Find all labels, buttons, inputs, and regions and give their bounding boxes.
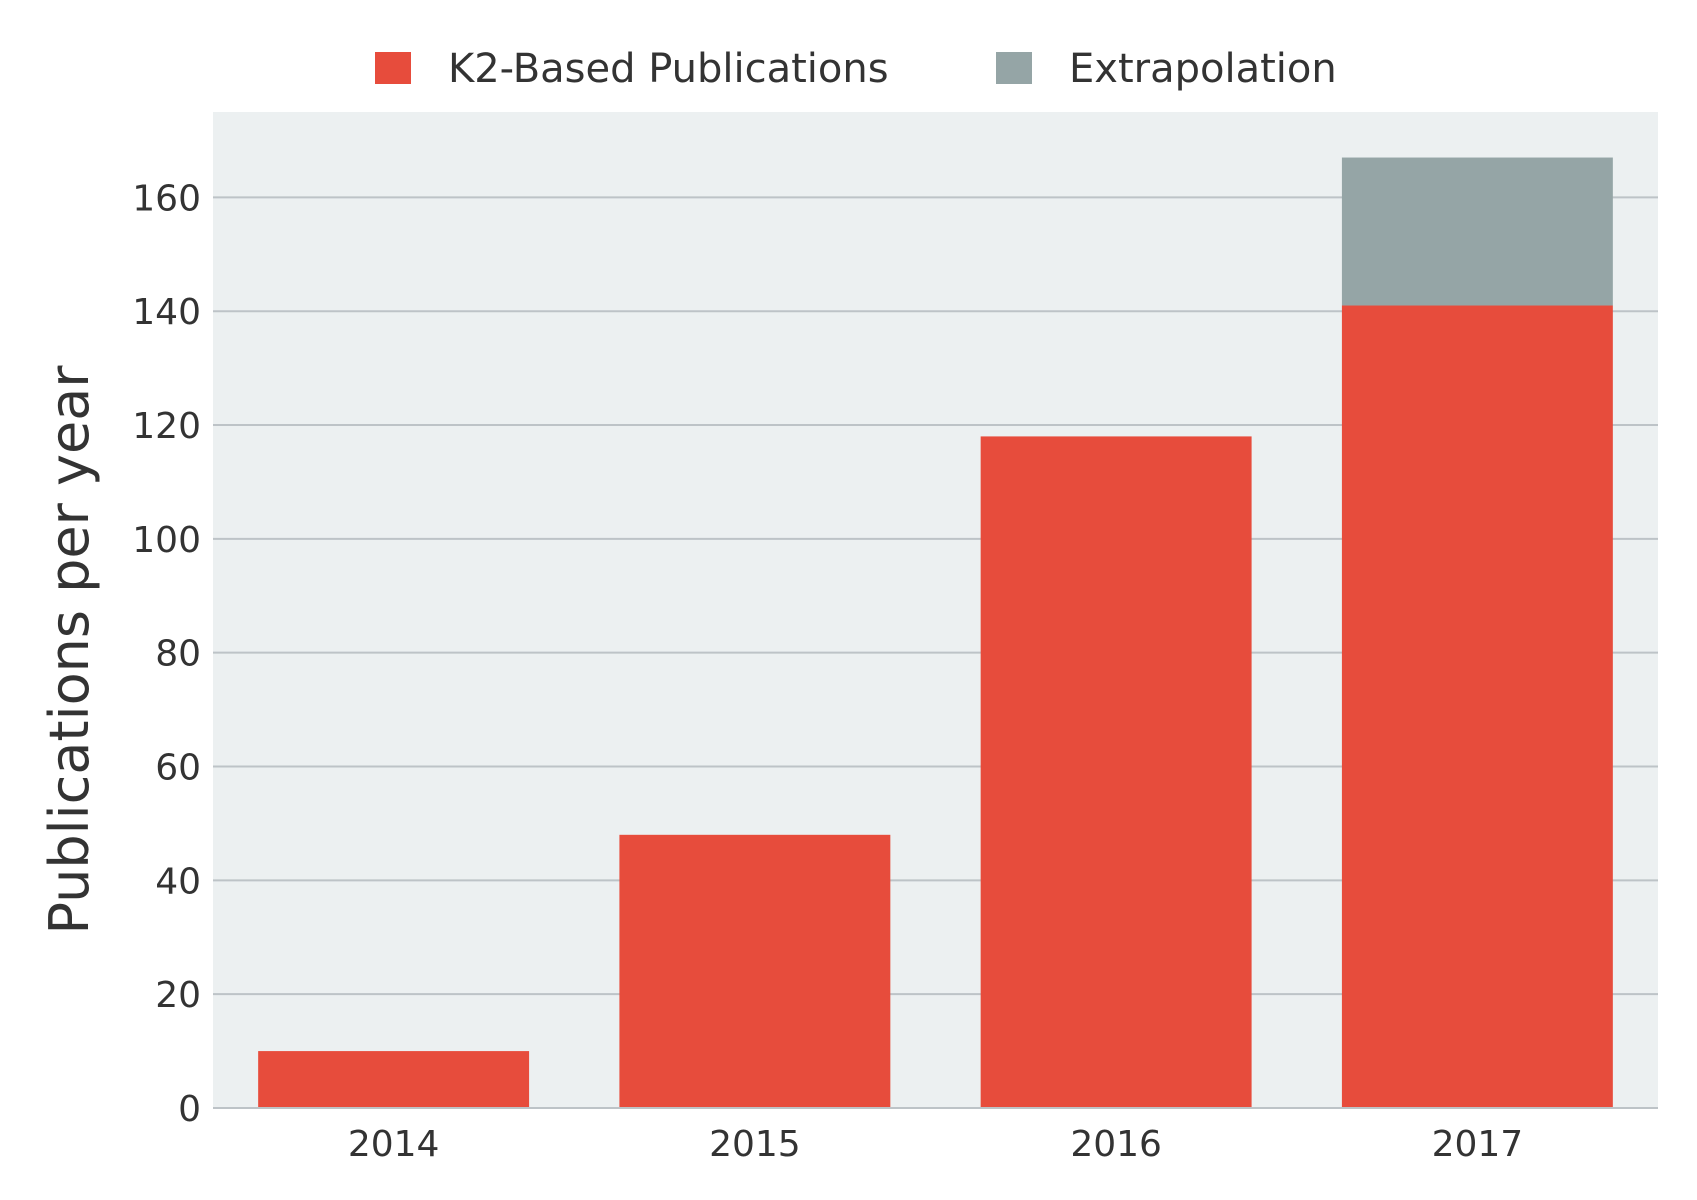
bar-2017-extrapolation — [1341, 157, 1613, 306]
legend: K2-Based Publications Extrapolation — [375, 46, 1337, 92]
x-axis-ticks: 2014 2015 2016 2017 — [348, 1124, 1523, 1165]
legend-label: K2-Based Publications — [448, 46, 889, 92]
y-tick-label-100: 100 — [132, 520, 201, 561]
y-tick-label-120: 120 — [132, 406, 201, 447]
bars — [258, 157, 1613, 1109]
y-tick-label-60: 60 — [155, 748, 201, 789]
bar-2016-k2-based — [980, 436, 1252, 1108]
y-tick-label-0: 0 — [178, 1089, 201, 1130]
bar-2014-k2-based — [258, 1051, 530, 1108]
y-axis-ticks: 0 20 40 60 80 100 120 140 160 — [132, 178, 201, 1130]
y-tick-label-80: 80 — [155, 634, 201, 675]
bar-2015-k2-based — [619, 834, 891, 1108]
x-tick-label-2015: 2015 — [709, 1124, 801, 1165]
x-tick-label-2016: 2016 — [1070, 1124, 1162, 1165]
legend-swatch — [996, 52, 1032, 84]
y-axis-title: Publications per year — [38, 365, 101, 935]
legend-label: Extrapolation — [1069, 46, 1337, 92]
bar-2017-k2-based — [1341, 305, 1613, 1109]
legend-swatch — [375, 52, 411, 84]
x-tick-label-2017: 2017 — [1432, 1124, 1524, 1165]
legend-item-extrapolation: Extrapolation — [996, 46, 1337, 92]
x-tick-label-2014: 2014 — [348, 1124, 440, 1165]
y-tick-label-20: 20 — [155, 975, 201, 1016]
y-tick-label-160: 160 — [132, 178, 201, 219]
y-tick-label-140: 140 — [132, 292, 201, 333]
y-tick-label-40: 40 — [155, 861, 201, 902]
legend-item-k2-based: K2-Based Publications — [375, 46, 889, 92]
